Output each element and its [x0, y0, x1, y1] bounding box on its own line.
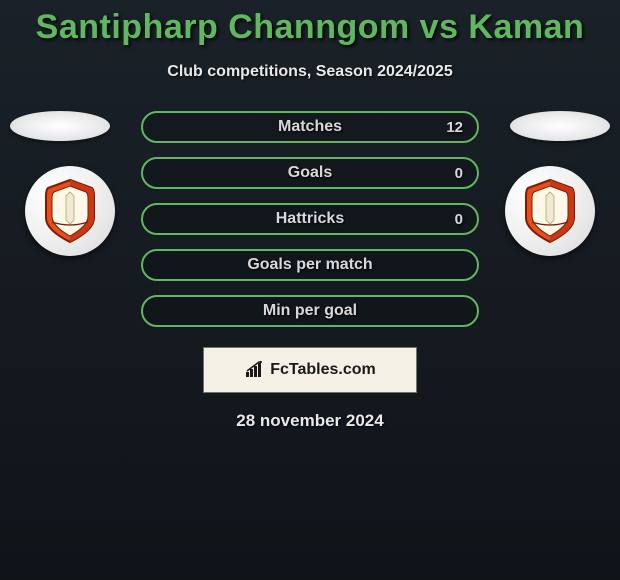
page-title: Santipharp Channgom vs Kaman [36, 8, 585, 47]
club-badge-left [25, 166, 115, 256]
stat-row-goals: Goals 0 [141, 157, 479, 189]
stat-row-hattricks: Hattricks 0 [141, 203, 479, 235]
stats-zone: Matches 12 Goals 0 Hattricks 0 Goals per… [0, 111, 620, 431]
stat-row-matches: Matches 12 [141, 111, 479, 143]
stat-label: Min per goal [263, 302, 357, 320]
stat-label: Goals [288, 164, 332, 182]
stat-row-goals-per-match: Goals per match [141, 249, 479, 281]
stat-value-right: 0 [455, 211, 463, 228]
branding-text: FcTables.com [270, 361, 376, 379]
player-photo-right [510, 111, 610, 141]
stat-value-right: 12 [446, 119, 463, 136]
stat-label: Hattricks [276, 210, 344, 228]
club-badge-right [505, 166, 595, 256]
stat-label: Goals per match [247, 256, 372, 274]
subtitle: Club competitions, Season 2024/2025 [167, 63, 452, 81]
date-text: 28 november 2024 [236, 411, 383, 431]
chart-icon [244, 361, 266, 379]
branding-box[interactable]: FcTables.com [203, 347, 417, 393]
comparison-card: Santipharp Channgom vs Kaman Club compet… [0, 0, 620, 431]
shield-icon [42, 178, 98, 244]
stat-row-min-per-goal: Min per goal [141, 295, 479, 327]
player-photo-left [10, 111, 110, 141]
shield-icon [522, 178, 578, 244]
stat-value-right: 0 [455, 165, 463, 182]
stat-label: Matches [278, 118, 342, 136]
